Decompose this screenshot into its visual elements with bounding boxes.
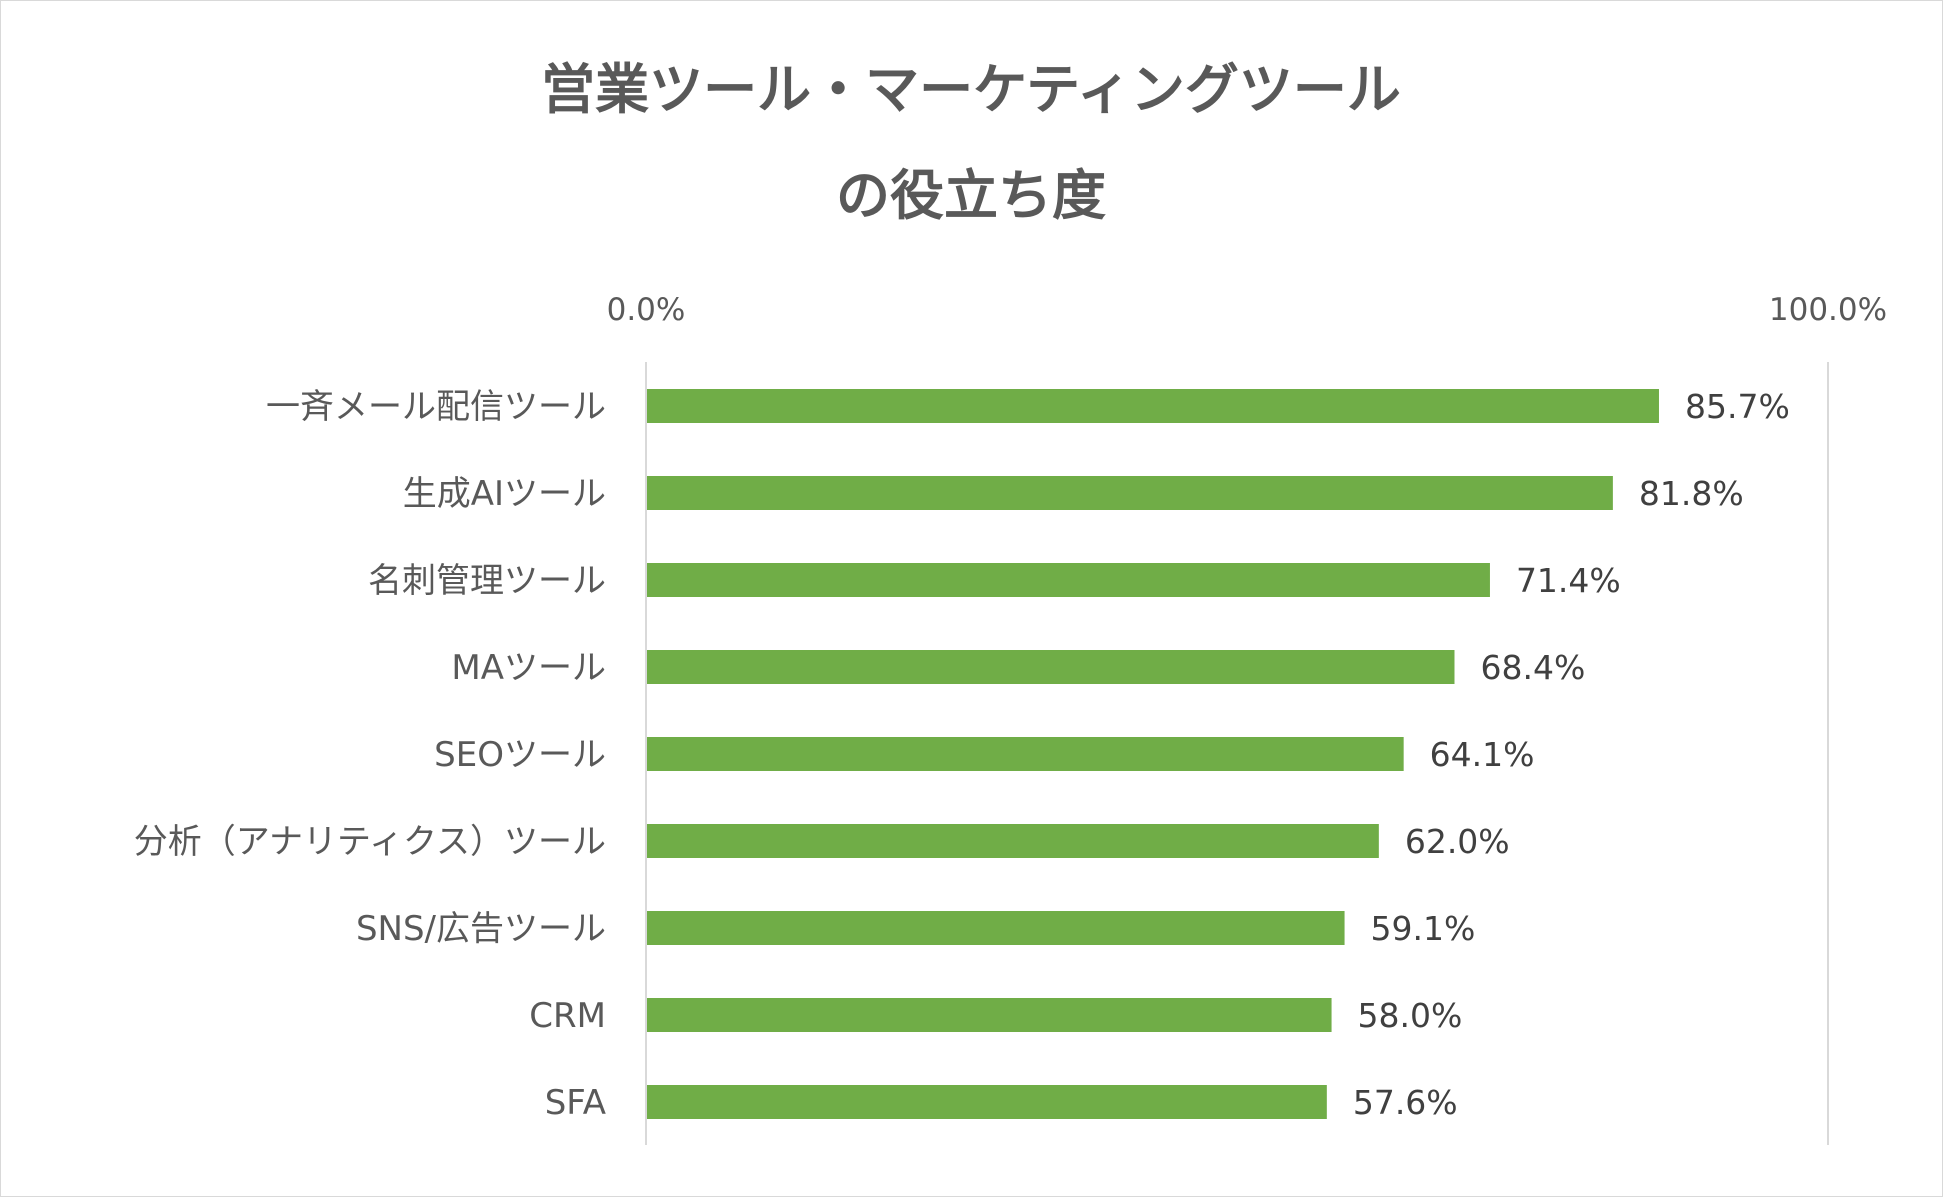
tick-label: 100.0%	[1769, 292, 1887, 328]
bar	[647, 389, 1659, 423]
category-label: CRM	[529, 996, 606, 1036]
bar	[647, 911, 1345, 945]
chart-title-line: 営業ツール・マーケティングツール	[541, 58, 1401, 121]
bar	[647, 650, 1455, 684]
data-label: 59.1%	[1371, 909, 1476, 948]
bar	[647, 824, 1379, 858]
category-label: SFA	[545, 1083, 606, 1123]
category-label: MAツール	[451, 648, 606, 688]
data-label: 57.6%	[1353, 1083, 1458, 1122]
data-label: 58.0%	[1358, 996, 1463, 1035]
bar	[647, 1085, 1327, 1119]
bar	[647, 476, 1613, 510]
bar	[647, 737, 1404, 771]
bar	[647, 998, 1332, 1032]
category-label: 一斉メール配信ツール	[266, 387, 606, 427]
data-label: 85.7%	[1685, 387, 1790, 426]
data-label: 68.4%	[1480, 648, 1585, 687]
category-label: 名刺管理ツール	[368, 561, 606, 601]
category-label: SEOツール	[434, 735, 606, 775]
chart-title-line: の役立ち度	[836, 164, 1106, 227]
category-label: 生成AIツール	[403, 474, 606, 514]
data-label: 62.0%	[1405, 822, 1510, 861]
data-label: 64.1%	[1430, 735, 1535, 774]
tick-label: 0.0%	[607, 292, 686, 328]
data-label: 81.8%	[1639, 474, 1744, 513]
category-label: SNS/広告ツール	[356, 909, 606, 949]
chart-title: 営業ツール・マーケティングツールの役立ち度	[541, 58, 1401, 227]
bar	[647, 563, 1490, 597]
data-label: 71.4%	[1516, 561, 1621, 600]
category-label: 分析（アナリティクス）ツール	[134, 822, 606, 862]
